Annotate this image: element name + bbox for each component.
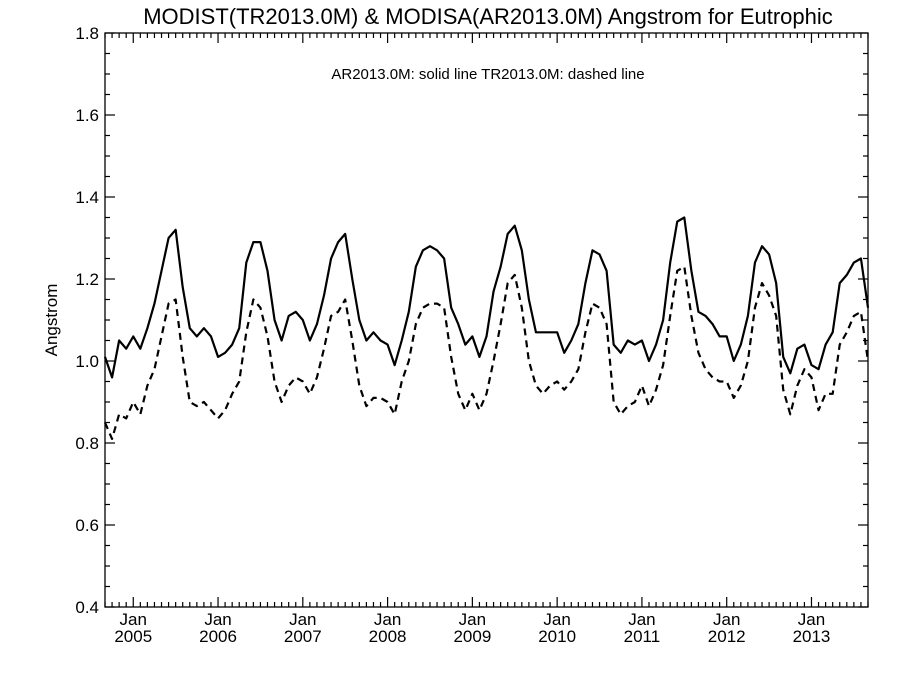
y-tick-label: 1.2: [75, 270, 99, 289]
y-tick-label: 1.8: [75, 24, 99, 43]
x-tick-label-month: Jan: [713, 610, 740, 629]
x-tick-label-month: Jan: [459, 610, 486, 629]
series-line-dashed: [103, 265, 870, 440]
x-tick-label-month: Jan: [543, 610, 570, 629]
y-tick-label: 1.0: [75, 352, 99, 371]
y-tick-label: 1.6: [75, 106, 99, 125]
x-tick-label-year: 2008: [369, 627, 407, 646]
y-tick-label: 0.4: [75, 598, 99, 617]
series-line-solid: [103, 216, 870, 379]
x-tick-label-year: 2013: [793, 627, 831, 646]
x-tick-label-year: 2007: [284, 627, 322, 646]
x-tick-label-month: Jan: [798, 610, 825, 629]
x-axis: Jan2005Jan2006Jan2007Jan2008Jan2009Jan20…: [104, 33, 869, 646]
x-tick-label-year: 2011: [624, 627, 661, 646]
y-tick-label: 0.6: [75, 516, 99, 535]
y-tick-label: 1.4: [75, 188, 99, 207]
y-axis: 0.4 0.6 0.8 1.0 1.2 1.4 1.6 1.8: [75, 24, 868, 617]
y-axis-title: Angstrom: [42, 284, 61, 357]
series-group: [103, 216, 870, 440]
x-tick-label-month: Jan: [204, 610, 231, 629]
legend-annotation: AR2013.0M: solid line TR2013.0M: dashed …: [331, 66, 644, 83]
x-tick-label-year: 2010: [538, 627, 576, 646]
x-tick-label-month: Jan: [120, 610, 147, 629]
y-tick-label: 0.8: [75, 434, 99, 453]
x-tick-label-year: 2005: [114, 627, 152, 646]
x-tick-label-month: Jan: [374, 610, 401, 629]
x-tick-label-year: 2006: [199, 627, 237, 646]
x-tick-label-year: 2012: [708, 627, 746, 646]
x-tick-label-year: 2009: [453, 627, 491, 646]
chart-title: MODIST(TR2013.0M) & MODISA(AR2013.0M) An…: [143, 4, 833, 29]
x-tick-label-month: Jan: [289, 610, 316, 629]
x-tick-label-month: Jan: [628, 610, 655, 629]
